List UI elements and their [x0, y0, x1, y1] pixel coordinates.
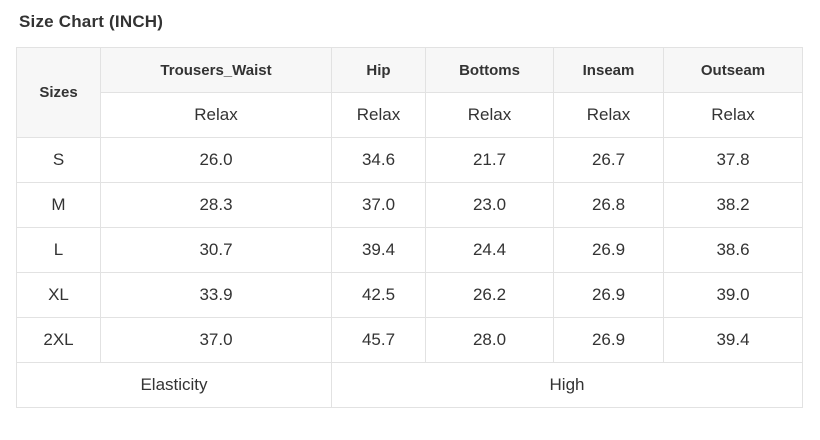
cell-value: 37.0	[100, 317, 332, 363]
cell-value: 26.9	[553, 227, 664, 273]
fit-label: Relax	[663, 92, 803, 138]
cell-value: 26.9	[553, 317, 664, 363]
cell-value: 26.9	[553, 272, 664, 318]
cell-value: 24.4	[425, 227, 554, 273]
column-header-bottoms: Bottoms	[425, 47, 554, 93]
size-label: L	[16, 227, 101, 273]
column-header-inseam: Inseam	[553, 47, 664, 93]
cell-value: 39.4	[331, 227, 426, 273]
cell-value: 23.0	[425, 182, 554, 228]
cell-value: 34.6	[331, 137, 426, 183]
table-row-size-2xl: 2XL 37.0 45.7 28.0 26.9 39.4	[16, 317, 803, 363]
size-chart-table: Sizes Trousers_Waist Hip Bottoms Inseam …	[16, 47, 803, 408]
cell-value: 30.7	[100, 227, 332, 273]
header-row-fit: Relax Relax Relax Relax Relax	[17, 92, 803, 138]
table-row-size-l: L 30.7 39.4 24.4 26.9 38.6	[16, 227, 803, 273]
header-row-measures: Sizes Trousers_Waist Hip Bottoms Inseam …	[16, 47, 803, 138]
elasticity-label: Elasticity	[16, 362, 332, 408]
cell-value: 38.6	[663, 227, 803, 273]
column-header-trousers-waist: Trousers_Waist	[100, 47, 332, 93]
cell-value: 37.8	[663, 137, 803, 183]
table-row-size-m: M 28.3 37.0 23.0 26.8 38.2	[16, 182, 803, 228]
cell-value: 37.0	[331, 182, 426, 228]
cell-value: 33.9	[100, 272, 332, 318]
fit-label: Relax	[553, 92, 664, 138]
cell-value: 26.7	[553, 137, 664, 183]
size-label: M	[16, 182, 101, 228]
cell-value: 26.8	[553, 182, 664, 228]
cell-value: 45.7	[331, 317, 426, 363]
cell-value: 38.2	[663, 182, 803, 228]
column-header-outseam: Outseam	[663, 47, 803, 93]
size-label: XL	[16, 272, 101, 318]
page-title: Size Chart (INCH)	[19, 12, 164, 31]
cell-value: 26.0	[100, 137, 332, 183]
elasticity-value: High	[331, 362, 803, 408]
cell-value: 42.5	[331, 272, 426, 318]
corner-header-sizes: Sizes	[16, 47, 101, 138]
size-label: 2XL	[16, 317, 101, 363]
cell-value: 39.0	[663, 272, 803, 318]
fit-label: Relax	[100, 92, 332, 138]
cell-value: 28.0	[425, 317, 554, 363]
fit-label: Relax	[425, 92, 554, 138]
cell-value: 39.4	[663, 317, 803, 363]
cell-value: 26.2	[425, 272, 554, 318]
table-row-size-xl: XL 33.9 42.5 26.2 26.9 39.0	[16, 272, 803, 318]
cell-value: 28.3	[100, 182, 332, 228]
fit-label: Relax	[331, 92, 426, 138]
column-header-hip: Hip	[331, 47, 426, 93]
footer-row-elasticity: Elasticity High	[16, 362, 803, 408]
cell-value: 21.7	[425, 137, 554, 183]
size-label: S	[16, 137, 101, 183]
table-row-size-s: S 26.0 34.6 21.7 26.7 37.8	[16, 137, 803, 183]
